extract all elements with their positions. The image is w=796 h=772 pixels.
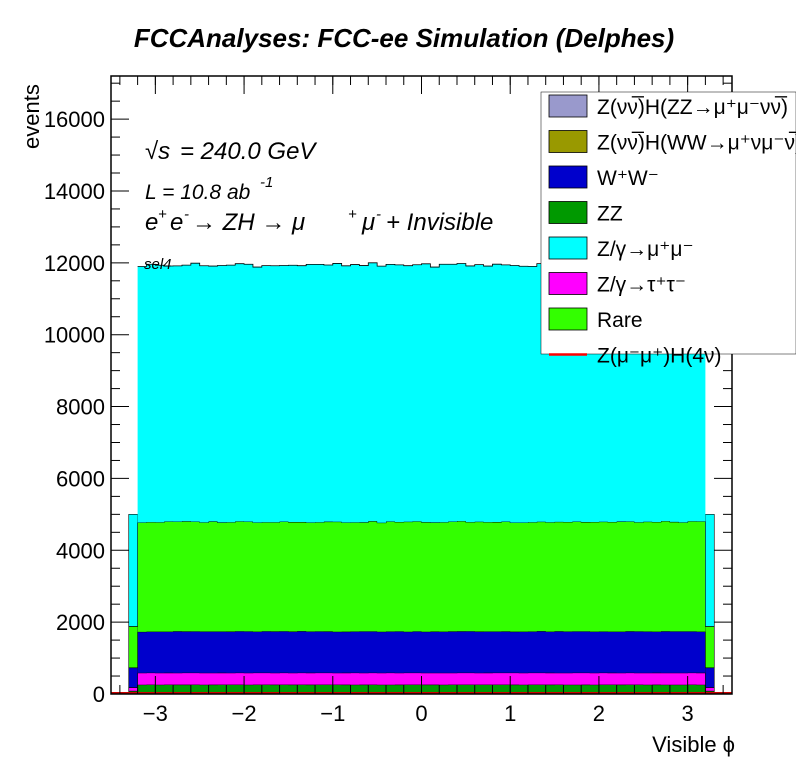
process-e-plus: + (158, 206, 167, 223)
bar-fill-3 (137, 521, 706, 632)
y-tick-label: 14000 (44, 179, 105, 204)
legend-swatch (548, 272, 588, 295)
y-axis-label: events (19, 84, 44, 149)
y-tick-label: 2000 (56, 610, 105, 635)
legend-label: Z/γ→τ⁺τ⁻ (597, 274, 686, 297)
y-tick-label: 16000 (44, 107, 105, 132)
x-tick-label: −1 (320, 701, 345, 726)
bar-edge-4-0 (128, 514, 138, 627)
annotation-luminosity: L = 10.8 ab -1 (145, 174, 273, 204)
legend-swatch (548, 130, 588, 153)
bar-edge-1-0 (128, 687, 138, 692)
process-e1: e (145, 209, 158, 236)
y-tick-label: 10000 (44, 323, 105, 348)
legend-label: W⁺W⁻ (597, 167, 659, 190)
x-tick-label: −2 (232, 701, 257, 726)
chart-title: FCCAnalyses: FCC-ee Simulation (Delphes) (134, 23, 674, 53)
luminosity-label: L = 10.8 ab (145, 181, 251, 204)
legend-label: Z(νν̅)H(ZZ→μ⁺μ⁻νν̅) (597, 96, 788, 119)
legend-swatch (548, 94, 588, 118)
x-tick-label: 2 (593, 701, 605, 726)
bar-edge-4-1 (705, 514, 715, 627)
process-mu-plus: + (348, 206, 357, 223)
x-tick-label: 0 (415, 701, 427, 726)
process-arrow-zh: → ZH → μ (192, 209, 305, 236)
bar-fill-2 (137, 631, 706, 673)
y-tick-label: 12000 (44, 251, 105, 276)
bar-edge-3-1 (705, 626, 715, 669)
y-tick-label: 4000 (56, 538, 105, 563)
legend-label: Rare (597, 309, 643, 332)
luminosity-exponent: -1 (260, 174, 273, 191)
process-invisible: + Invisible (386, 209, 493, 236)
energy-sqrt-label: √s (145, 138, 170, 165)
x-tick-label: 3 (682, 701, 694, 726)
annotation-energy: √s = 240.0 GeV (145, 138, 317, 165)
legend-label: Z(νν̅)H(WW→μ⁺νμ⁻ν̅) (597, 132, 796, 155)
legend: Z(νν̅)H(ZZ→μ⁺μ⁻νν̅) Z(νν̅)H(WW→μ⁺νμ⁻ν̅) W⁺… (540, 91, 796, 368)
legend-swatch (548, 165, 588, 189)
y-tick-label: 0 (93, 682, 105, 707)
process-mu-minus: - (376, 206, 381, 223)
bar-edge-3-0 (128, 626, 138, 669)
legend-swatch (548, 201, 588, 224)
process-e2: e (170, 209, 183, 236)
energy-value: = 240.0 GeV (180, 138, 317, 165)
x-tick-label: −3 (143, 701, 168, 726)
annotation-process: e + e - → ZH → μ + μ - + Invisible (145, 206, 493, 236)
selection-label: sel4 (144, 256, 172, 273)
bar-edge-1-1 (705, 687, 715, 692)
bar-edge-2-1 (705, 667, 715, 688)
y-tick-label: 8000 (56, 395, 105, 420)
y-tick-label: 6000 (56, 466, 105, 491)
process-mu2: μ (361, 209, 375, 236)
x-tick-label: 1 (504, 701, 516, 726)
legend-swatch (548, 236, 588, 260)
process-e-minus: - (184, 206, 189, 223)
bar-edge-2-0 (128, 667, 138, 688)
legend-swatch (548, 307, 588, 331)
axis-ticks: −3 −2 −1 0 1 2 3 0 2000 4000 6000 8000 10000 12000 140… (44, 76, 732, 726)
legend-label: Z/γ→μ⁺μ⁻ (597, 238, 694, 261)
x-axis-label: Visible ϕ (652, 732, 735, 757)
legend-label: ZZ (597, 203, 623, 226)
legend-label: Z(μ⁻μ⁺)H(4ν) (597, 345, 722, 368)
